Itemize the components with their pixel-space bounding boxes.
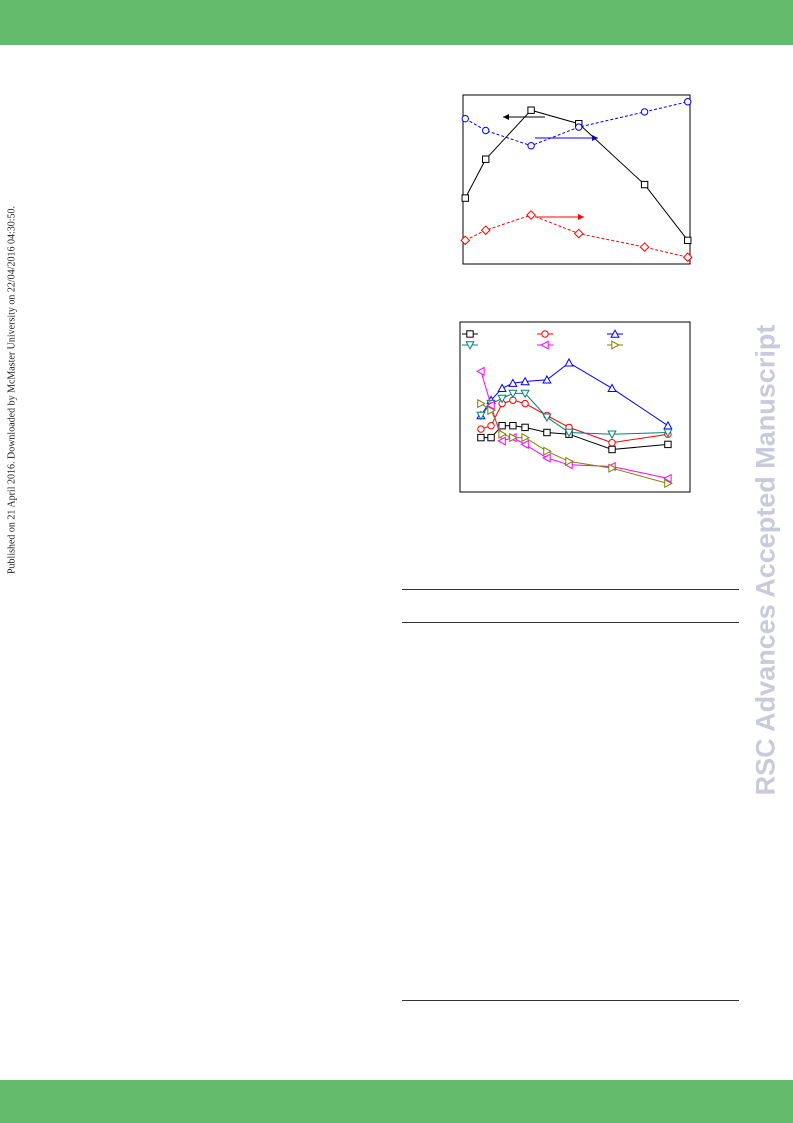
data-point bbox=[509, 422, 517, 430]
data-point bbox=[477, 398, 486, 409]
data-point bbox=[480, 225, 491, 236]
data-point bbox=[607, 430, 617, 440]
data-point bbox=[509, 432, 518, 443]
data-point bbox=[608, 439, 616, 447]
data-point bbox=[460, 235, 471, 246]
data-point bbox=[487, 433, 495, 442]
data-point bbox=[607, 383, 617, 392]
data-point bbox=[476, 411, 486, 421]
data-point bbox=[542, 374, 552, 384]
series-line bbox=[464, 109, 689, 241]
data-point bbox=[663, 420, 673, 430]
legend-marker bbox=[540, 340, 549, 350]
series-line bbox=[480, 403, 669, 484]
data-point bbox=[543, 428, 551, 437]
data-point bbox=[497, 383, 507, 392]
data-point bbox=[573, 228, 584, 239]
series-line bbox=[465, 214, 688, 258]
data-point bbox=[461, 114, 469, 123]
data-point bbox=[542, 453, 551, 463]
legend-marker bbox=[611, 340, 620, 350]
data-point bbox=[520, 389, 530, 399]
data-point bbox=[608, 445, 616, 454]
data-point bbox=[526, 210, 536, 220]
legend-marker bbox=[610, 329, 620, 338]
data-point bbox=[476, 366, 485, 376]
series-line bbox=[480, 362, 669, 427]
table-rule bbox=[402, 589, 739, 590]
data-point bbox=[520, 376, 530, 386]
series-line bbox=[480, 392, 668, 435]
plot-frame bbox=[459, 321, 691, 493]
data-point bbox=[684, 236, 692, 245]
data-point bbox=[461, 194, 469, 202]
data-point bbox=[527, 142, 535, 150]
legend-marker bbox=[466, 330, 474, 338]
data-point bbox=[487, 422, 495, 430]
data-point bbox=[543, 446, 552, 456]
data-point bbox=[527, 106, 535, 114]
data-point bbox=[477, 433, 485, 442]
table-rule bbox=[402, 1000, 739, 1001]
data-point bbox=[565, 456, 574, 467]
data-point bbox=[486, 400, 495, 410]
data-point bbox=[575, 123, 583, 131]
footer-band bbox=[0, 1080, 793, 1123]
data-point bbox=[487, 405, 496, 416]
data-point bbox=[521, 423, 529, 432]
data-point bbox=[639, 242, 650, 252]
data-point bbox=[520, 439, 529, 450]
header-band bbox=[0, 0, 793, 45]
data-point bbox=[498, 422, 506, 430]
data-point bbox=[640, 180, 649, 189]
data-point bbox=[521, 399, 529, 408]
annotation-arrows bbox=[503, 114, 598, 220]
table-rule bbox=[402, 622, 739, 623]
data-point bbox=[640, 108, 649, 116]
data-point bbox=[664, 440, 672, 449]
data-point bbox=[663, 428, 673, 438]
data-point bbox=[521, 432, 530, 443]
data-point bbox=[477, 425, 485, 433]
data-point bbox=[664, 478, 673, 489]
plot-frame bbox=[462, 94, 691, 265]
data-point bbox=[682, 252, 693, 263]
data-point bbox=[482, 155, 490, 163]
data-point bbox=[542, 413, 552, 423]
data-point bbox=[508, 378, 518, 387]
data-point bbox=[497, 436, 506, 446]
data-point bbox=[497, 394, 507, 404]
data-point bbox=[684, 98, 692, 106]
data-point bbox=[508, 389, 518, 399]
data-point bbox=[482, 126, 490, 135]
data-point bbox=[564, 357, 574, 367]
data-point bbox=[663, 473, 672, 484]
series-line bbox=[465, 101, 688, 147]
legend-marker bbox=[465, 341, 475, 350]
data-point bbox=[608, 463, 617, 473]
legend-marker bbox=[541, 330, 549, 338]
data-point bbox=[564, 428, 574, 438]
data-point bbox=[498, 429, 507, 439]
